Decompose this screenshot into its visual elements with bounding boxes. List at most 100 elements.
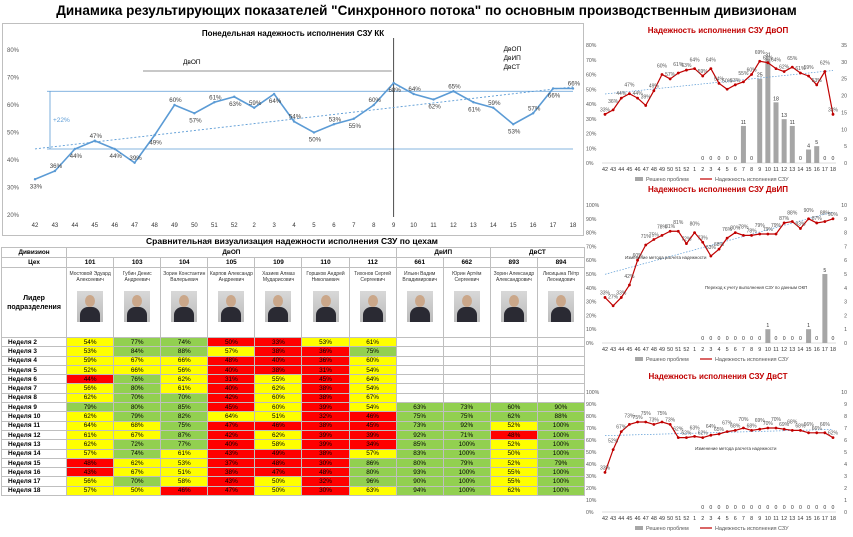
reliability-cell (536, 355, 586, 366)
x-tick-label: 47 (643, 516, 649, 522)
reliability-cell: 53% (301, 336, 350, 348)
data-label: 59% (698, 69, 709, 75)
reliability-cell: 51% (254, 411, 303, 422)
x-tick-label: 50 (667, 347, 673, 353)
data-point (603, 471, 607, 474)
data-label: 68% (730, 423, 741, 429)
y2-tick-label: 6 (844, 438, 847, 444)
data-label: 72% (681, 237, 692, 243)
x-tick-label: 12 (781, 347, 787, 353)
bar-label: 0 (750, 156, 753, 162)
x-tick-label: 3 (272, 223, 276, 229)
data-point (676, 71, 680, 75)
data-point (709, 254, 713, 258)
data-label: 62% (820, 61, 831, 67)
x-tick-label: 2 (701, 516, 704, 522)
x-tick-label: 13 (789, 167, 795, 173)
data-label: 66% (812, 426, 823, 432)
reliability-cell: 60% (489, 402, 538, 413)
reliability-cell: 73% (395, 420, 444, 431)
data-point (750, 233, 753, 237)
y2-tick-label: 9 (844, 402, 847, 408)
data-point (733, 429, 737, 432)
reliability-cell: 80% (348, 467, 397, 478)
x-tick-label: 3 (709, 347, 712, 353)
x-tick-label: 9 (392, 223, 396, 229)
reliability-cell: 40% (207, 439, 256, 450)
bar (757, 78, 763, 163)
bar-label: 0 (758, 505, 761, 511)
data-point (619, 296, 623, 299)
x-tick-label: 49 (659, 347, 665, 353)
reliability-cell: 52% (66, 364, 115, 376)
x-tick-label: 2 (701, 347, 704, 353)
data-point (750, 429, 753, 432)
x-tick-label: 5 (312, 223, 316, 229)
leader-cell: Ильин Вадим Владимирович (395, 267, 444, 338)
bar-label: 0 (750, 505, 753, 511)
reliability-cell: 55% (489, 476, 538, 487)
x-tick-label: 7 (742, 516, 745, 522)
x-tick-label: 5 (726, 347, 729, 353)
data-label: 33% (600, 290, 611, 296)
data-point (790, 65, 794, 69)
data-label: 70% (738, 417, 749, 423)
x-tick-label: 4 (718, 516, 721, 522)
data-point (790, 429, 794, 432)
dvip-chart: 0%10%20%30%40%50%60%70%80%90%100%0123456… (586, 203, 847, 363)
reliability-cell: 30% (301, 457, 350, 469)
leader-name: Зорин Константин Валерьевич (163, 271, 206, 283)
reliability-cell: 100% (442, 439, 491, 450)
bar-label: 0 (799, 505, 802, 511)
reliability-cell: 70% (160, 392, 209, 404)
week-label: Неделя 10 (0, 411, 68, 422)
reliability-cell: 74% (160, 336, 209, 348)
y-tick-label: 50% (586, 450, 597, 456)
reliability-cell: 47% (207, 485, 256, 497)
data-label: 88% (820, 211, 831, 217)
reliability-cell: 64% (348, 374, 397, 385)
x-tick-label: 16 (814, 516, 820, 522)
data-label: 44% (616, 91, 627, 97)
x-tick-label: 52 (231, 223, 238, 229)
leader-cell: Юрин Артём Сергеевич (442, 267, 491, 338)
x-tick-label: 46 (635, 167, 641, 173)
data-point (750, 73, 753, 76)
reliability-cell: 30% (301, 485, 350, 497)
x-tick-label: 8 (750, 167, 753, 173)
bar-label: 0 (766, 505, 769, 511)
data-label: 88% (787, 211, 798, 217)
x-tick-label: 15 (806, 347, 812, 353)
data-point (292, 120, 296, 123)
reliability-cell (489, 374, 538, 385)
y2-tick-label: 15 (841, 110, 847, 116)
reliability-cell: 100% (536, 485, 586, 497)
x-tick-label: 48 (651, 347, 657, 353)
reliability-cell: 40% (207, 383, 256, 394)
x-tick-label: 18 (570, 223, 577, 229)
y2-tick-label: 4 (844, 462, 847, 468)
reliability-cell: 38% (301, 420, 350, 431)
bar (773, 102, 779, 163)
reliability-cell: 72% (113, 439, 162, 450)
leader-name: Лисицына Пётр Леонидович (542, 271, 580, 283)
reliability-cell: 58% (160, 476, 209, 487)
data-label: 73% (698, 235, 709, 241)
reliability-cell (536, 392, 586, 404)
x-tick-label: 11 (773, 516, 779, 522)
reliability-cell: 31% (301, 364, 350, 376)
reliability-cell: 61% (160, 448, 209, 459)
reliability-cell: 38% (301, 448, 350, 459)
bar (822, 274, 828, 343)
dvop-chart-panel: Надежность исполнения СЗУ ДвОП 0% 10% 20% 3… (585, 23, 851, 183)
reliability-cell: 33% (254, 336, 303, 348)
reliability-cell: 92% (442, 420, 491, 431)
data-label: 81% (665, 224, 676, 230)
leader-name: Карпов Александр Андреевич (209, 271, 253, 283)
data-point (831, 217, 835, 221)
table-row: Неделя 3 53% 84% 88% 57% 38% 36% 75% (0, 346, 586, 357)
legend-bar-swatch (635, 357, 643, 361)
reliability-cell: 73% (442, 402, 491, 413)
reliability-cell: 86% (348, 457, 397, 469)
reliability-cell: 54% (348, 364, 397, 376)
